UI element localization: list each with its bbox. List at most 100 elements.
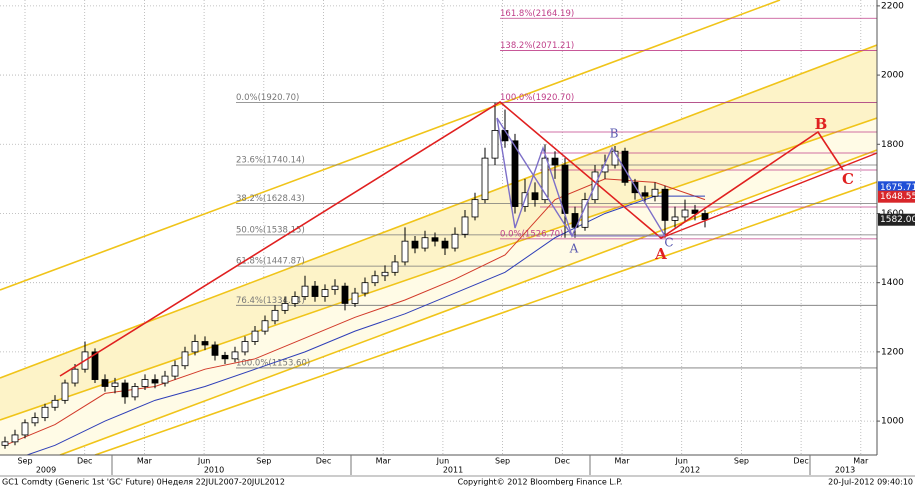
candle-body	[311, 285, 319, 297]
x-tick-label: Sep	[256, 457, 271, 466]
wave-label: A	[654, 245, 667, 263]
channel-line	[0, 117, 877, 421]
year-label: 2011	[443, 466, 463, 475]
year-label: 2012	[680, 466, 700, 475]
channel-line	[0, 0, 781, 291]
y-tick-label: 2200	[881, 1, 904, 11]
wave-label: C	[842, 170, 854, 188]
candle-body	[161, 375, 169, 384]
candle-body	[351, 292, 359, 304]
footer-right: 20-Jul-2012 09:40:10	[828, 478, 913, 487]
x-tick-label: Dec	[555, 457, 570, 466]
candle-body	[511, 140, 519, 207]
candle-body	[341, 285, 349, 304]
candle-body	[21, 422, 29, 436]
candle-body	[391, 261, 399, 273]
x-tick-label: Sep	[17, 457, 32, 466]
candle-body	[111, 382, 119, 387]
candle-body	[1, 441, 9, 446]
candle-body	[261, 320, 269, 332]
price-tag-label: 1582.00	[880, 215, 915, 225]
candle-body	[171, 365, 179, 377]
candle-body	[291, 296, 299, 304]
candle-body	[51, 399, 59, 408]
fib-label: 50.0%(1538.15)	[236, 225, 305, 235]
candle-body	[371, 275, 379, 284]
year-label: 2010	[204, 466, 224, 475]
candle-body	[661, 188, 669, 221]
x-tick-label: Jun	[674, 457, 688, 466]
channel-line	[59, 149, 877, 455]
candle-body	[231, 351, 239, 360]
candle-body	[481, 157, 489, 201]
candle-body	[181, 351, 189, 367]
price-tag-label: 1648.55	[880, 192, 915, 202]
candle-body	[201, 341, 209, 346]
candle-body	[11, 434, 19, 443]
fib-label: 100.0%(1920.70)	[500, 93, 574, 103]
fib-label: 76.4%(1334.64)	[236, 296, 305, 306]
wave-label: C	[664, 236, 673, 250]
candle-body	[131, 386, 139, 398]
fib-label: 0.0%(1920.70)	[236, 93, 299, 103]
fib-label: 61.8%(1447.87)	[236, 257, 305, 267]
price-tag	[878, 213, 915, 226]
candle-body	[441, 240, 449, 249]
candle-body	[431, 237, 439, 242]
candle-body	[461, 216, 469, 235]
x-tick-label: Jun	[436, 457, 450, 466]
candle-body	[621, 150, 629, 183]
price-tag	[878, 190, 915, 203]
candle-body	[701, 213, 709, 221]
candle-body	[381, 271, 389, 277]
candle-body	[411, 240, 419, 249]
candle-body	[31, 417, 39, 424]
candle-body	[251, 330, 259, 342]
y-tick-label: 1000	[881, 417, 904, 427]
candle-body	[191, 341, 199, 353]
y-tick-label: 2000	[881, 71, 904, 81]
candle-body	[71, 368, 79, 384]
x-tick-label: Mar	[376, 457, 392, 466]
candle-body	[641, 192, 649, 197]
candle-body	[221, 354, 229, 360]
candle-body	[331, 285, 339, 291]
candle-body	[691, 209, 699, 214]
fib-label: 138.2%(2071.21)	[500, 41, 574, 51]
x-tick-label: Mar	[137, 457, 153, 466]
y-tick-label: 1800	[881, 140, 904, 150]
axis-labels: 1000120014001600180020002200SepDecMarJun…	[17, 1, 904, 475]
candle-body	[281, 303, 289, 311]
x-tick-label: Jun	[197, 457, 211, 466]
x-tick-label: Dec	[316, 457, 331, 466]
candle-body	[401, 240, 409, 263]
year-label: 2013	[835, 466, 855, 475]
candle-body	[211, 344, 219, 356]
candle-body	[681, 209, 689, 218]
candle-body	[421, 237, 429, 249]
fib-label: 23.6%(1740.14)	[236, 155, 305, 165]
price-tag	[878, 181, 915, 194]
candle-body	[41, 406, 49, 419]
footer-center: Copyright© 2012 Bloomberg Finance L.P.	[458, 478, 623, 487]
fib-label: 38.2%(1628.43)	[236, 194, 305, 204]
price-tag-label: 1675.71	[880, 183, 915, 193]
pattern-line	[496, 117, 573, 237]
candle-body	[571, 213, 579, 228]
candle-body	[361, 282, 369, 294]
wave-line	[660, 152, 877, 239]
y-tick-label: 1400	[881, 278, 904, 288]
channel-band	[0, 45, 877, 420]
candle-body	[551, 157, 559, 166]
candle-body	[101, 379, 109, 387]
candle-body	[451, 233, 459, 249]
candle-body	[671, 216, 679, 221]
x-tick-label: Dec	[793, 457, 808, 466]
candle-body	[241, 341, 249, 353]
y-tick-label: 1200	[881, 347, 904, 357]
candle-body	[531, 192, 539, 201]
candle-body	[651, 188, 659, 197]
wave-label: B	[610, 127, 619, 141]
